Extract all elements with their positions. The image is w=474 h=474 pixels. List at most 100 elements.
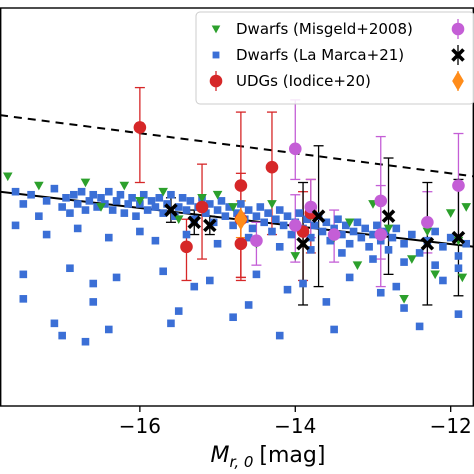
dwarfs-lamarca-point-61 xyxy=(272,215,280,224)
dwarfs-lamarca-point-77 xyxy=(334,215,342,224)
dwarfs-lamarca-point-119 xyxy=(66,264,74,273)
dwarfs-lamarca-point-139 xyxy=(50,319,59,328)
dwarfs-lamarca-point-147 xyxy=(275,331,284,340)
dwarfs-misgeld-point-13 xyxy=(461,203,472,212)
dwarfs-lamarca-point-50 xyxy=(229,221,237,230)
dwarfs-lamarca-point-47 xyxy=(217,197,226,205)
legend-label-0: Dwarfs (Misgeld+2008) xyxy=(236,20,413,38)
udgs-iodice-point-1 xyxy=(180,240,193,254)
dwarfs-lamarca-point-38 xyxy=(182,206,191,214)
dwarfs-misgeld-point-24 xyxy=(290,252,301,261)
dwarfs-lamarca-point-96 xyxy=(423,236,432,245)
dwarfs-lamarca-point-132 xyxy=(19,295,28,303)
purple-point-6 xyxy=(452,179,465,192)
dwarfs-lamarca-point-56 xyxy=(252,212,261,220)
dwarfs-lamarca-point-83 xyxy=(357,233,366,242)
dwarfs-lamarca-point-123 xyxy=(252,270,261,279)
dwarfs-lamarca-point-25 xyxy=(132,212,140,220)
dwarfs-lamarca-point-79 xyxy=(341,221,350,230)
dwarfs-lamarca-point-94 xyxy=(408,230,416,239)
dwarfs-lamarca-point-81 xyxy=(349,227,358,236)
dwarfs-lamarca-point-64 xyxy=(283,212,292,220)
dwarfs-lamarca-point-97 xyxy=(431,227,439,236)
dwarfs-lamarca-point-143 xyxy=(330,325,338,334)
dwarfs-lamarca-point-0 xyxy=(11,187,20,196)
dwarfs-lamarca-point-11 xyxy=(77,187,86,196)
legend-extra-marker-1 xyxy=(451,48,465,62)
dwarfs-lamarca-point-116 xyxy=(431,261,439,269)
dwarfs-lamarca-point-4 xyxy=(42,197,51,205)
dwarfs-lamarca-point-85 xyxy=(365,243,373,251)
black-point-2 xyxy=(203,218,217,233)
dwarfs-lamarca-point-142 xyxy=(229,313,237,322)
dwarfs-misgeld-point-21 xyxy=(457,273,468,283)
purple-point-3 xyxy=(374,194,388,208)
dwarfs-lamarca-point-93 xyxy=(400,239,408,248)
dwarfs-lamarca-point-90 xyxy=(384,246,393,254)
dwarfs-misgeld-point-1 xyxy=(34,181,44,191)
dwarfs-lamarca-point-138 xyxy=(454,310,463,318)
dwarfs-lamarca-point-63 xyxy=(279,221,288,230)
x-tick-label-0: −16 xyxy=(119,414,161,438)
black-point-1 xyxy=(187,215,202,230)
dwarfs-lamarca-point-2 xyxy=(27,190,35,199)
black-point-4 xyxy=(311,209,326,223)
legend-marker-2 xyxy=(209,74,223,88)
dwarfs-lamarca-point-44 xyxy=(206,200,214,208)
black-point-0 xyxy=(164,203,178,217)
dwarfs-lamarca-point-28 xyxy=(143,206,152,214)
dwarfs-misgeld-point-26 xyxy=(135,197,145,206)
dwarfs-lamarca-point-91 xyxy=(388,233,397,242)
dwarfs-lamarca-point-78 xyxy=(338,230,346,239)
dwarfs-lamarca-point-37 xyxy=(178,194,187,202)
udgs-iodice-point-6 xyxy=(265,160,279,174)
dwarfs-lamarca-point-128 xyxy=(89,279,98,288)
legend-marker-1 xyxy=(212,51,220,59)
dwarfs-lamarca-point-22 xyxy=(120,209,129,217)
purple-point-4 xyxy=(374,228,388,241)
dwarfs-lamarca-point-118 xyxy=(19,270,28,279)
dwarfs-lamarca-point-117 xyxy=(454,264,463,273)
dwarfs-lamarca-point-125 xyxy=(345,273,354,282)
dwarfs-lamarca-point-135 xyxy=(244,301,253,309)
dwarfs-lamarca-point-134 xyxy=(174,307,183,315)
dwarfs-misgeld-point-15 xyxy=(212,190,223,200)
legend-extra-marker-0 xyxy=(451,22,465,36)
x-axis-label-subscript: r, 0 xyxy=(230,453,254,471)
dwarfs-lamarca-point-10 xyxy=(73,200,82,208)
dwarfs-misgeld-point-27 xyxy=(430,270,440,280)
dwarfs-lamarca-point-69 xyxy=(303,215,311,224)
dwarfs-lamarca-point-100 xyxy=(454,252,463,260)
legend-extra-marker-2 xyxy=(452,71,464,91)
dwarfs-lamarca-point-14 xyxy=(89,190,98,199)
dwarfs-lamarca-point-144 xyxy=(415,322,424,331)
dwarfs-lamarca-point-113 xyxy=(338,249,346,257)
dwarfs-lamarca-point-15 xyxy=(93,203,101,211)
udgs-iodice-point-3 xyxy=(234,179,248,192)
black-point-3 xyxy=(296,236,310,251)
dwarfs-lamarca-point-73 xyxy=(318,227,327,236)
dwarfs-lamarca-point-1 xyxy=(19,200,28,208)
dashed-fit-line xyxy=(0,114,474,178)
dwarfs-lamarca-point-34 xyxy=(167,190,175,199)
dwarfs-misgeld-point-2 xyxy=(80,178,91,188)
dwarfs-lamarca-point-127 xyxy=(439,276,447,285)
dwarfs-misgeld-point-0 xyxy=(2,172,13,182)
purple-point-7 xyxy=(250,234,263,247)
x-axis-ticks: −16 −14 −12 xyxy=(119,406,472,438)
dwarfs-misgeld-point-3 xyxy=(119,181,130,191)
dwarfs-lamarca-point-131 xyxy=(376,288,385,297)
dwarfs-lamarca-point-29 xyxy=(147,197,156,205)
dwarfs-lamarca-point-120 xyxy=(112,273,121,282)
dwarfs-misgeld-point-14 xyxy=(96,203,106,212)
dwarfs-lamarca-point-122 xyxy=(206,276,214,285)
dwarfs-lamarca-point-51 xyxy=(233,209,241,217)
dwarfs-lamarca-point-106 xyxy=(136,227,144,236)
purple-errorbar-0 xyxy=(290,99,301,181)
dwarfs-lamarca-point-18 xyxy=(104,187,113,196)
dwarfs-lamarca-point-60 xyxy=(268,227,276,236)
dwarfs-lamarca-point-43 xyxy=(202,209,210,217)
legend: Dwarfs (Misgeld+2008) Dwarfs (La Marca+21… xyxy=(195,11,474,105)
dwarfs-lamarca-point-46 xyxy=(213,206,222,214)
